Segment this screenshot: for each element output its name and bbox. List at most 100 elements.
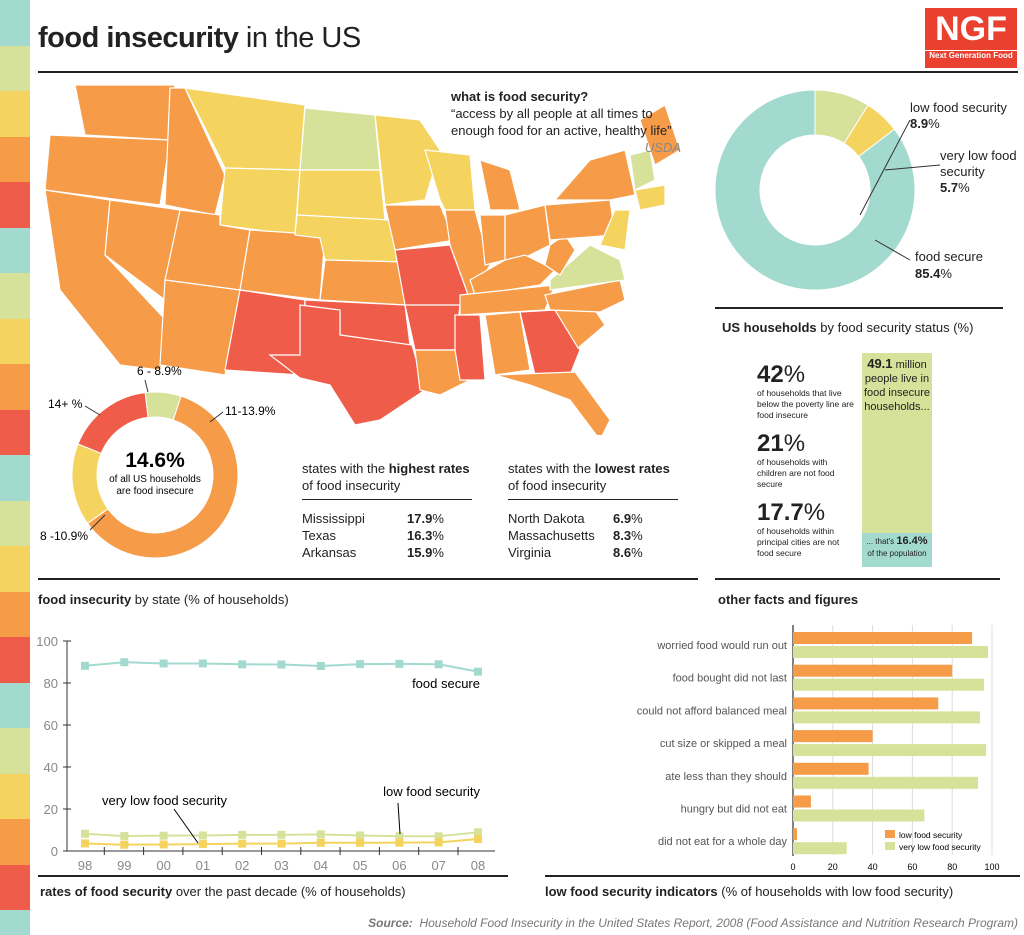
category-label: cut size or skipped a meal xyxy=(660,738,787,750)
fact-text: of households with children are not food… xyxy=(757,457,835,489)
bar-low xyxy=(793,632,973,644)
data-point xyxy=(356,831,365,840)
state-shape xyxy=(634,184,666,211)
legend-label: very low food security xyxy=(899,842,981,852)
secure-label: food secure 85.4% xyxy=(915,249,983,281)
state-name: North Dakota xyxy=(508,511,585,526)
stripe-block xyxy=(0,364,30,410)
data-point xyxy=(316,830,325,839)
bar-very-low xyxy=(793,809,925,822)
state-rate: 6.9% xyxy=(613,511,643,526)
fact-value: 21 xyxy=(757,430,784,457)
data-point xyxy=(198,831,207,840)
bar-low xyxy=(793,697,939,710)
bar-low xyxy=(793,828,797,841)
donut-label: 6 - 8.9% xyxy=(137,364,182,378)
million-box: 49.1 million people live in food insecur… xyxy=(862,353,932,535)
state-shape xyxy=(454,314,486,381)
state-name: Mississippi xyxy=(302,511,365,526)
donut-label: 8 -10.9% xyxy=(40,529,88,543)
bar-very-low xyxy=(793,842,847,855)
data-point xyxy=(81,839,89,848)
us-map xyxy=(44,84,681,435)
series-label: low food security xyxy=(383,784,480,799)
state-shape xyxy=(404,304,461,351)
x-tick-label: 02 xyxy=(235,858,249,873)
donut-slice xyxy=(86,395,239,559)
page-title: food insecurity in the US xyxy=(38,22,361,54)
stripe-block xyxy=(0,637,30,683)
x-tick-label: 08 xyxy=(471,858,485,873)
data-point xyxy=(316,661,325,670)
donut-label: 14+ % xyxy=(48,397,83,411)
population-box: ... that's 16.4% of the population xyxy=(862,533,932,567)
state-rate: 17.9% xyxy=(407,511,444,526)
fact-value: 42 xyxy=(757,361,784,388)
stripe-block xyxy=(0,409,30,455)
donut-center-text: of all US households xyxy=(109,474,201,485)
data-point xyxy=(198,659,207,668)
state-shape xyxy=(239,229,326,301)
data-point xyxy=(277,660,286,669)
bar-chart: 0 20 40 60 80 100 worried food would run out fo… xyxy=(637,625,1000,872)
bar-low xyxy=(793,664,953,677)
stripe-block xyxy=(0,910,30,935)
category-label: worried food would run out xyxy=(656,640,787,652)
state-shape xyxy=(268,304,426,426)
bar-very-low xyxy=(793,711,981,724)
leader-line xyxy=(884,164,941,171)
bar-very-low xyxy=(793,678,985,691)
stripe-block xyxy=(0,0,30,46)
state-rate: 16.3% xyxy=(407,528,444,543)
fact-item: 42% of households that live below the pov… xyxy=(757,362,857,421)
fact-item: 17.7% of households within principal citi… xyxy=(757,500,857,559)
data-point xyxy=(356,660,365,669)
bar-very-low xyxy=(793,776,979,789)
legend-swatch xyxy=(885,842,895,850)
state-rate: 8.6% xyxy=(613,545,643,560)
state-shape xyxy=(424,149,476,211)
data-point xyxy=(316,838,325,847)
x-tick-label: 60 xyxy=(907,862,917,872)
category-label: ate less than they should xyxy=(665,771,787,783)
data-point xyxy=(434,838,443,847)
highest-rates: states with the highest rates of food ins… xyxy=(302,460,472,561)
fact-value: 17.7 xyxy=(757,499,804,526)
leader-line xyxy=(89,514,106,531)
donut-slice xyxy=(77,392,149,454)
category-label: food bought did not last xyxy=(673,673,787,685)
state-shape xyxy=(74,84,176,141)
leader-line xyxy=(144,379,149,393)
data-point xyxy=(120,658,129,667)
ngf-logo: NGF Next Generation Food xyxy=(925,8,1017,68)
state-shape xyxy=(484,311,531,376)
data-point xyxy=(434,660,443,669)
data-point xyxy=(81,829,89,838)
facts-caption: other facts and figures xyxy=(718,592,859,607)
state-rate: 8.3% xyxy=(613,528,643,543)
x-tick-label: 00 xyxy=(156,858,170,873)
data-point xyxy=(474,667,482,676)
arrow xyxy=(173,808,199,844)
x-tick-label: 100 xyxy=(984,862,999,872)
state-shape xyxy=(414,349,471,396)
state-name: Texas xyxy=(302,528,336,543)
data-point xyxy=(474,828,482,837)
bar-caption: low food security indicators (% of house… xyxy=(545,884,954,899)
data-point xyxy=(238,660,247,669)
stripe-block xyxy=(0,45,30,91)
state-shape xyxy=(553,149,636,201)
data-point xyxy=(238,830,247,839)
stripe-block xyxy=(0,455,30,501)
state-shape xyxy=(479,159,521,211)
state-shape xyxy=(44,134,171,206)
data-point xyxy=(159,831,168,840)
data-point xyxy=(198,840,207,849)
category-label: could not afford balanced meal xyxy=(637,705,787,717)
x-tick-label: 03 xyxy=(274,858,288,873)
table-row: Arkansas 15.9% xyxy=(302,544,444,561)
data-point xyxy=(474,835,482,844)
data-point xyxy=(277,830,286,839)
line-chart: 0 20 40 60 80 100 98 99 00 01 02 03 04 05 06 07 08 food s… xyxy=(36,634,495,873)
state-rate: 15.9% xyxy=(407,545,444,560)
